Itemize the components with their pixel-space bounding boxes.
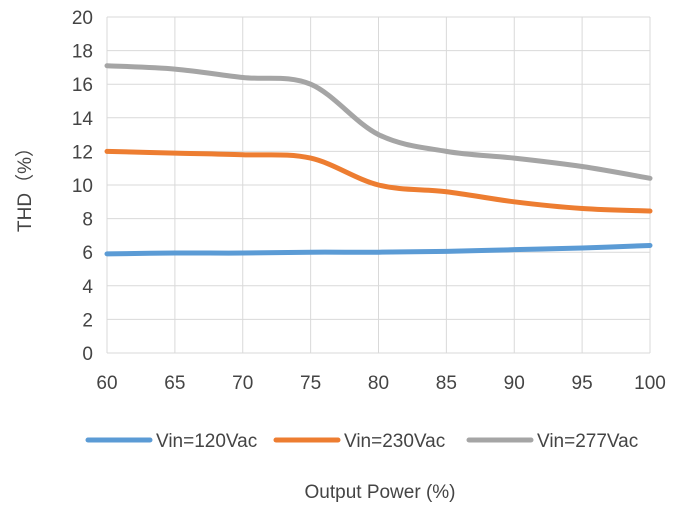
x-tick-label: 95 — [572, 373, 593, 394]
y-tick-label: 0 — [82, 344, 93, 365]
y-tick-label: 20 — [72, 8, 93, 29]
legend-label: Vin=120Vac — [156, 431, 257, 452]
legend: Vin=120Vac Vin=230Vac Vin=277Vac — [85, 431, 638, 452]
y-tick-label: 14 — [72, 109, 94, 130]
series-line-vin-277vac — [104, 63, 653, 181]
series-line-vin-230vac — [104, 148, 653, 214]
x-tick-label: 65 — [164, 373, 185, 394]
x-tick-label: 60 — [96, 373, 117, 394]
x-tick-label: 75 — [300, 373, 321, 394]
y-tick-label: 16 — [72, 75, 93, 96]
legend-label: Vin=277Vac — [537, 431, 638, 452]
y-tick-label: 4 — [82, 277, 93, 298]
x-tick-label: 100 — [634, 373, 666, 394]
legend-label: Vin=230Vac — [344, 431, 445, 452]
y-axis-ticks: 0 2 4 6 8 10 12 14 16 18 20 — [72, 8, 94, 365]
x-axis-ticks: 60 65 70 75 80 85 90 95 100 — [96, 373, 665, 394]
y-axis-title: THD（%） — [14, 138, 36, 232]
y-tick-label: 2 — [82, 310, 93, 331]
x-tick-label: 90 — [504, 373, 525, 394]
y-tick-label: 8 — [82, 210, 93, 231]
y-tick-label: 6 — [82, 243, 93, 264]
x-axis-title: Output Power (%) — [305, 482, 456, 503]
plot-area — [104, 63, 653, 257]
y-tick-label: 12 — [72, 142, 93, 163]
x-tick-label: 70 — [232, 373, 253, 394]
y-tick-label: 10 — [72, 176, 93, 197]
series-line-vin-120vac — [104, 242, 653, 257]
y-tick-label: 18 — [72, 42, 93, 63]
x-tick-label: 85 — [436, 373, 457, 394]
x-tick-label: 80 — [368, 373, 389, 394]
